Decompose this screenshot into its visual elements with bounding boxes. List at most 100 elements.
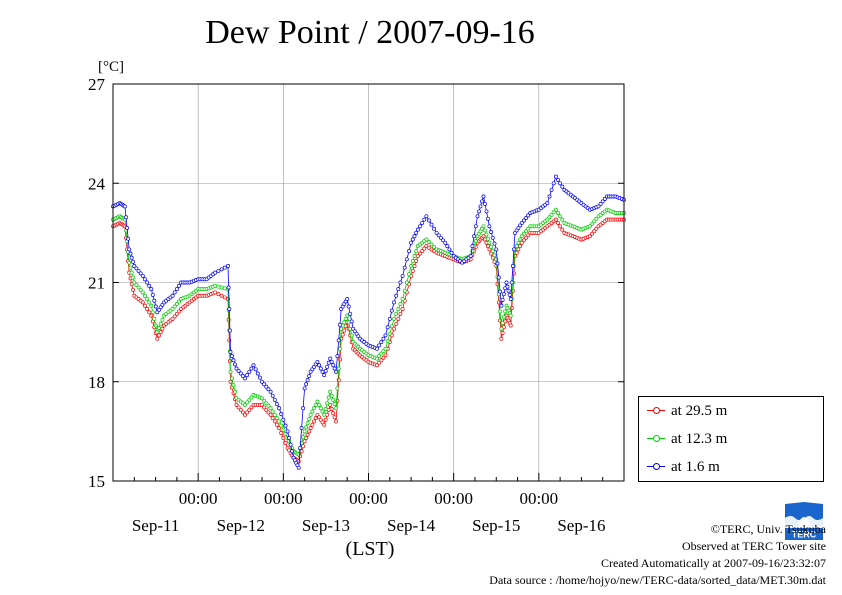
data-point [245, 400, 250, 405]
data-point [334, 406, 339, 411]
data-point [500, 331, 505, 335]
data-point [434, 230, 439, 235]
y-tick-label: 15 [88, 472, 105, 491]
data-point [155, 336, 160, 341]
data-point [600, 199, 605, 204]
data-point [514, 250, 519, 255]
data-point [268, 389, 273, 394]
data-point [387, 316, 392, 321]
data-point [594, 216, 599, 221]
data-point [145, 307, 150, 311]
data-point [375, 363, 379, 368]
data-point [587, 224, 592, 229]
data-point [238, 407, 243, 412]
data-point [383, 333, 388, 338]
data-point [153, 304, 158, 309]
data-point [481, 234, 486, 239]
data-point [475, 214, 480, 219]
data-point [152, 298, 157, 303]
data-point [317, 402, 322, 407]
data-point [260, 402, 264, 407]
x-axis-label: (LST) [346, 538, 395, 560]
data-point [484, 232, 489, 237]
data-point [170, 293, 175, 298]
data-point [124, 215, 128, 220]
data-point [122, 204, 127, 209]
data-point [129, 270, 134, 275]
data-point [147, 310, 152, 315]
data-point [415, 227, 420, 232]
data-point [335, 354, 340, 359]
x-time-label: 00:00 [179, 489, 218, 508]
data-point [518, 244, 523, 249]
data-point [400, 273, 405, 278]
data-point [243, 402, 247, 407]
x-time-label: 00:00 [519, 489, 558, 508]
data-point [298, 445, 303, 450]
data-point [524, 229, 529, 234]
data-point [160, 326, 165, 331]
data-point [379, 351, 384, 356]
data-point [243, 376, 247, 381]
data-point [128, 265, 133, 270]
data-point [436, 233, 441, 238]
data-point [304, 425, 309, 430]
data-point [318, 366, 323, 371]
data-point [177, 283, 181, 288]
data-point [556, 221, 560, 225]
data-point [234, 402, 239, 407]
data-point [322, 412, 327, 417]
data-point [492, 241, 497, 246]
data-point [247, 369, 252, 374]
data-point [157, 326, 161, 330]
data-point [592, 219, 597, 224]
data-point [145, 297, 150, 301]
data-point [447, 247, 452, 252]
data-point [328, 389, 333, 394]
data-point [400, 307, 405, 311]
data-point [551, 181, 556, 186]
data-point [505, 284, 510, 289]
data-point [213, 290, 218, 295]
data-point [302, 386, 307, 391]
data-point [172, 314, 177, 319]
x-time-label: 00:00 [349, 489, 388, 508]
data-point [222, 286, 227, 291]
data-point [398, 302, 403, 306]
data-point [228, 350, 233, 354]
data-point [526, 213, 531, 218]
data-point [264, 384, 269, 389]
data-point [519, 220, 524, 225]
data-point [422, 217, 427, 222]
data-point [590, 231, 595, 236]
x-day-label: Sep-12 [217, 516, 265, 535]
data-point [387, 331, 392, 336]
data-point [323, 407, 328, 411]
data-point [496, 300, 501, 305]
data-point [140, 290, 145, 295]
data-point [404, 280, 409, 285]
data-point [253, 367, 258, 372]
data-point [277, 406, 282, 411]
data-point [310, 422, 315, 427]
logo-text: TERC [792, 530, 817, 540]
grid [113, 84, 624, 481]
x-time-label: 00:00 [434, 489, 473, 508]
data-point [245, 410, 250, 415]
data-point [478, 204, 483, 209]
data-point [129, 282, 134, 287]
data-point [398, 280, 403, 285]
data-point [213, 270, 218, 275]
data-point [320, 409, 325, 414]
data-point [279, 412, 284, 416]
data-point [490, 249, 495, 254]
data-point [136, 268, 141, 273]
data-point [301, 444, 306, 449]
data-point [157, 333, 161, 338]
data-point [308, 426, 313, 431]
data-point [470, 244, 475, 249]
data-point [313, 416, 318, 421]
data-point [379, 340, 384, 345]
x-day-label: Sep-15 [472, 516, 520, 535]
data-point [247, 407, 252, 412]
